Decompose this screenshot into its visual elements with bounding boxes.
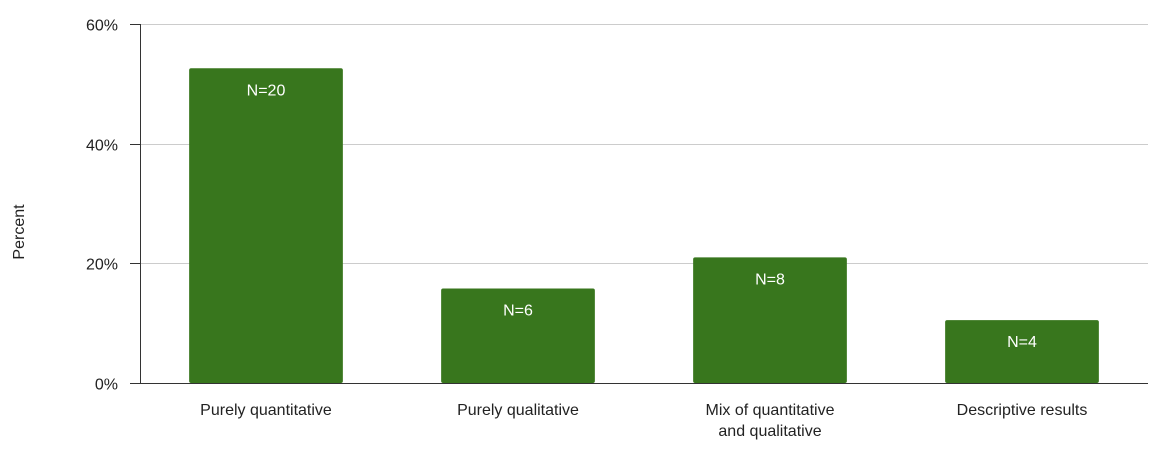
bar-data-label: N=8	[755, 271, 785, 288]
bar	[693, 257, 847, 383]
x-category-label: and qualitative	[718, 423, 821, 440]
y-axis-title: Percent	[11, 204, 28, 260]
y-tick-label: 20%	[86, 257, 118, 274]
bar-data-label: N=20	[247, 82, 286, 99]
bar	[441, 288, 595, 383]
y-tick-label: 40%	[86, 138, 118, 155]
y-tick-label: 0%	[95, 377, 118, 394]
x-category-label: Purely quantitative	[200, 402, 332, 419]
bars	[189, 68, 1099, 383]
y-tick-label: 60%	[86, 18, 118, 35]
x-category-label: Descriptive results	[957, 402, 1088, 419]
labels: 0% 20% 40% 60% N=20 Purely quantitative N=6 Pur…	[86, 18, 1087, 441]
bar-data-label: N=6	[503, 302, 533, 319]
bar	[189, 68, 343, 383]
axes	[130, 24, 1148, 384]
bar-data-label: N=4	[1007, 334, 1037, 351]
x-category-label: Mix of quantitative	[706, 402, 835, 419]
bar	[945, 320, 1099, 383]
x-category-label: Purely qualitative	[457, 402, 579, 419]
